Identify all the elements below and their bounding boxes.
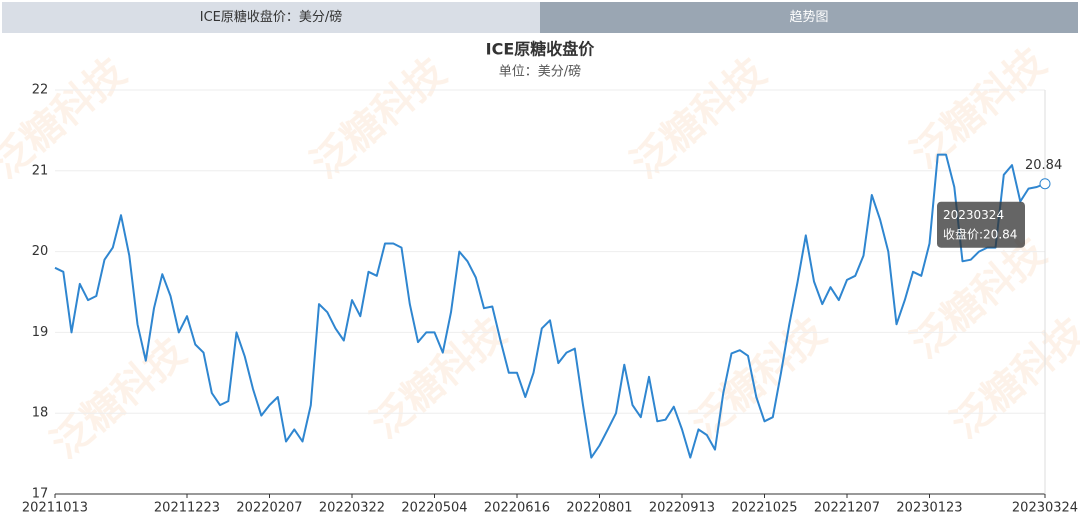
tooltip-number: 20.84: [983, 227, 1017, 241]
tooltip-value: 收盘价:20.84: [943, 226, 1017, 241]
x-tick-label: 20211223: [154, 501, 220, 516]
watermark: 泛糖科技: [43, 329, 195, 467]
x-tick-label: 20220616: [484, 501, 550, 516]
x-tick-label: 20220322: [319, 501, 385, 516]
x-tick-label: 20230123: [896, 501, 962, 516]
y-tick-label: 22: [32, 83, 49, 98]
watermark: 泛糖科技: [623, 49, 775, 187]
y-tick-label: 20: [32, 244, 49, 259]
y-tick-label: 18: [32, 406, 49, 421]
x-tick-label: 20211013: [22, 501, 88, 516]
watermark: 泛糖科技: [903, 39, 1055, 177]
x-tick-label: 20220207: [236, 501, 302, 516]
watermark: 泛糖科技: [683, 309, 835, 447]
x-tick-label: 20221207: [814, 501, 880, 516]
y-tick-label: 17: [32, 487, 49, 502]
x-tick-label: 20220504: [401, 501, 467, 516]
watermark: 泛糖科技: [0, 49, 135, 187]
chart-subtitle: 单位：美分/磅: [499, 64, 581, 80]
point-marker: [1039, 178, 1051, 190]
watermark: 泛糖科技: [303, 49, 455, 187]
x-tick-label: 20220801: [566, 501, 632, 516]
watermark: 泛糖科技: [363, 309, 515, 447]
tab[interactable]: ICE原糖收盘价：美分/磅: [2, 2, 540, 33]
tooltip-label: 收盘价:: [943, 226, 983, 241]
data-label: 20.84: [1025, 158, 1062, 173]
x-tick-label: 20220913: [649, 501, 715, 516]
x-tick-label: 20230324: [1012, 501, 1078, 516]
tooltip-date: 20230324: [943, 208, 1004, 222]
y-tick-label: 19: [32, 325, 49, 340]
tab[interactable]: 趋势图: [540, 2, 1078, 33]
y-tick-label: 21: [32, 163, 49, 178]
tooltip-box: [937, 201, 1025, 248]
x-tick-label: 20221025: [731, 501, 797, 516]
line: [54, 153, 1046, 459]
chart-title: ICE原糖收盘价: [486, 40, 596, 59]
